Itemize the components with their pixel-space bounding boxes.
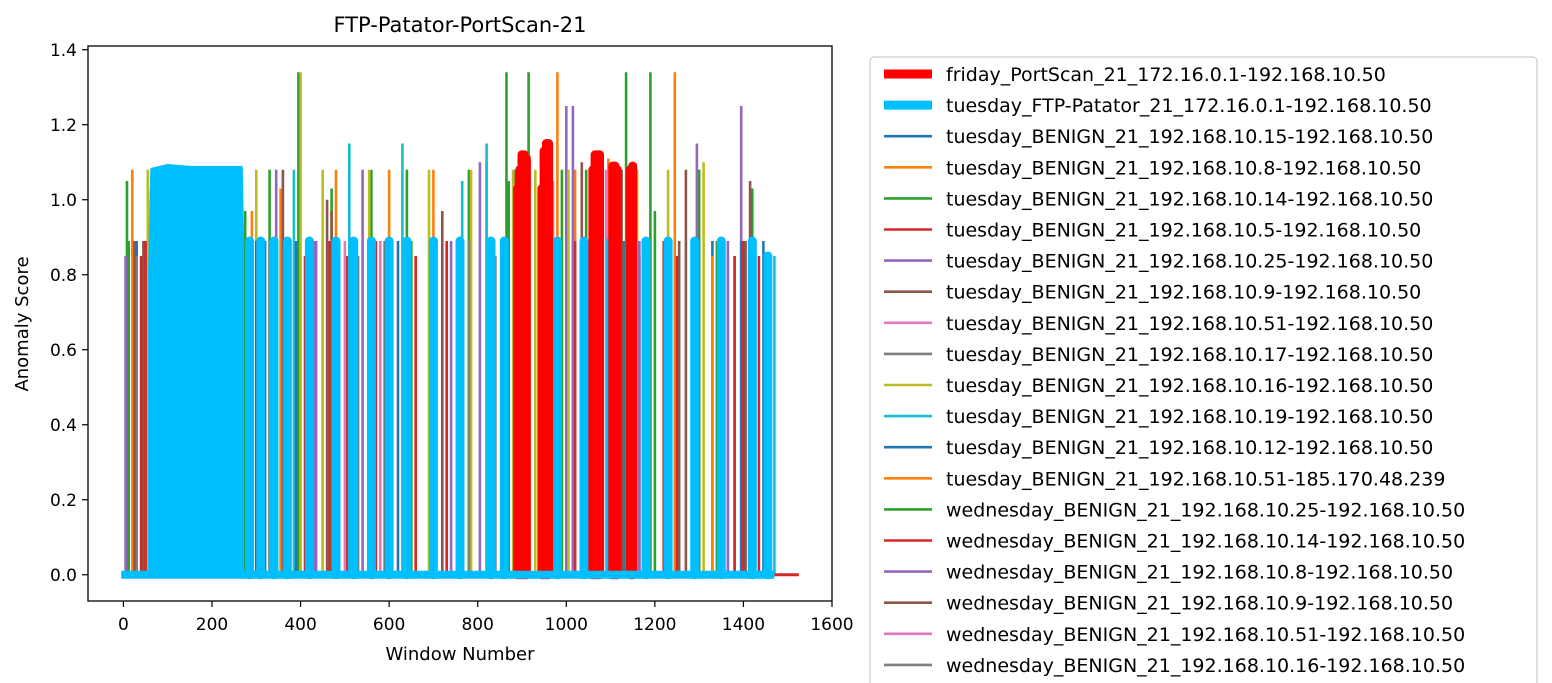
- series-line: [148, 164, 773, 580]
- x-tick-label: 0: [118, 615, 129, 635]
- legend-entry: tuesday_BENIGN_21_192.168.10.12-192.168.…: [946, 437, 1433, 459]
- legend-entry: tuesday_BENIGN_21_192.168.10.5-192.168.1…: [946, 220, 1421, 242]
- legend-entry: wednesday_BENIGN_21_192.168.10.9-192.168…: [946, 593, 1453, 615]
- x-tick-label: 1200: [633, 615, 676, 635]
- x-tick-label: 1400: [722, 615, 765, 635]
- x-tick-label: 400: [284, 615, 316, 635]
- y-axis-label: Anomaly Score: [12, 256, 33, 391]
- series-block: [148, 164, 245, 577]
- legend-entry: tuesday_BENIGN_21_192.168.10.15-192.168.…: [946, 126, 1433, 148]
- x-tick-label: 800: [461, 615, 493, 635]
- legend-frame: [869, 56, 1538, 683]
- y-tick-label: 0.0: [50, 566, 77, 586]
- y-tick-label: 0.2: [50, 491, 77, 511]
- legend-entry: tuesday_FTP-Patator_21_172.16.0.1-192.16…: [946, 95, 1432, 117]
- legend-entry: tuesday_BENIGN_21_192.168.10.51-185.170.…: [946, 468, 1445, 490]
- y-tick-label: 0.4: [50, 416, 77, 436]
- legend-entry: tuesday_BENIGN_21_192.168.10.17-192.168.…: [946, 344, 1433, 366]
- x-tick-label: 1000: [545, 615, 588, 635]
- y-tick-label: 0.6: [50, 341, 77, 361]
- y-tick-label: 1.0: [50, 191, 77, 211]
- legend-entry: wednesday_BENIGN_21_192.168.10.51-192.16…: [946, 624, 1465, 646]
- x-axis-label: Window Number: [385, 644, 535, 665]
- legend-entry: wednesday_BENIGN_21_192.168.10.14-192.16…: [946, 531, 1465, 553]
- legend-entry: tuesday_BENIGN_21_192.168.10.16-192.168.…: [946, 375, 1433, 397]
- plot-frame: [87, 45, 833, 602]
- legend-entry: tuesday_BENIGN_21_192.168.10.25-192.168.…: [946, 251, 1433, 273]
- y-tick-label: 0.8: [50, 266, 77, 286]
- legend-entry: tuesday_BENIGN_21_192.168.10.19-192.168.…: [946, 406, 1433, 428]
- legend-entry: wednesday_BENIGN_21_192.168.10.25-192.16…: [946, 499, 1465, 521]
- x-tick-label: 1600: [810, 615, 853, 635]
- legend-entry: wednesday_BENIGN_21_192.168.10.16-192.16…: [946, 655, 1465, 677]
- y-tick-label: 1.2: [50, 116, 77, 136]
- y-tick-label: 1.4: [50, 41, 77, 61]
- legend-entry: wednesday_BENIGN_21_192.168.10.8-192.168…: [946, 562, 1453, 584]
- legend-entry: tuesday_BENIGN_21_192.168.10.9-192.168.1…: [946, 282, 1421, 304]
- legend-entry: tuesday_BENIGN_21_192.168.10.8-192.168.1…: [946, 157, 1421, 179]
- y-axis: 0.0 0.2 0.4 0.6 0.8 1.0 1.2 1.4: [50, 41, 88, 586]
- legend-entry: friday_PortScan_21_172.16.0.1-192.168.10…: [946, 64, 1386, 86]
- x-tick-label: 200: [196, 615, 228, 635]
- legend-entry: tuesday_BENIGN_21_192.168.10.14-192.168.…: [946, 188, 1433, 210]
- series-line: [513, 139, 638, 580]
- chart-title: FTP-Patator-PortScan-21: [334, 13, 587, 37]
- x-tick-label: 600: [373, 615, 405, 635]
- x-axis: 0 200 400 600 800 1000 1200 1400 1600: [118, 601, 854, 635]
- legend: friday_PortScan_21_172.16.0.1-192.168.10…: [869, 56, 1538, 683]
- legend-entry: tuesday_BENIGN_21_192.168.10.51-192.168.…: [946, 313, 1433, 335]
